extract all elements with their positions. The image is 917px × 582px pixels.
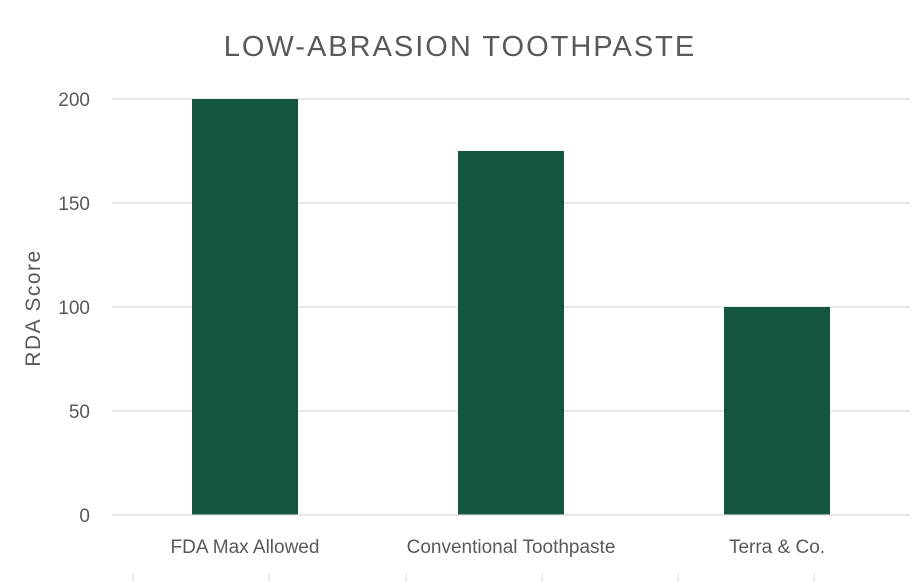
y-tick-label: 50 bbox=[69, 402, 90, 423]
x-axis bbox=[112, 514, 910, 582]
bars bbox=[192, 99, 830, 515]
bar bbox=[458, 151, 564, 515]
x-tick-label: FDA Max Allowed bbox=[171, 537, 320, 558]
y-tick-label: 200 bbox=[58, 90, 90, 111]
y-tick-label: 100 bbox=[58, 298, 90, 319]
bar bbox=[724, 307, 830, 515]
y-tick-label: 0 bbox=[79, 506, 90, 527]
bar bbox=[192, 99, 298, 515]
y-axis-ticks: 0 50 100 150 200 bbox=[58, 90, 90, 527]
x-axis-labels: FDA Max Allowed Conventional Toothpaste Te… bbox=[171, 537, 826, 558]
y-tick-label: 150 bbox=[58, 194, 90, 215]
x-tick-label: Terra & Co. bbox=[729, 537, 825, 558]
y-axis-label: RDA Score bbox=[22, 249, 45, 366]
chart-title: LOW-ABRASION TOOTHPASTE bbox=[224, 31, 697, 63]
x-tick-label: Conventional Toothpaste bbox=[407, 537, 616, 558]
